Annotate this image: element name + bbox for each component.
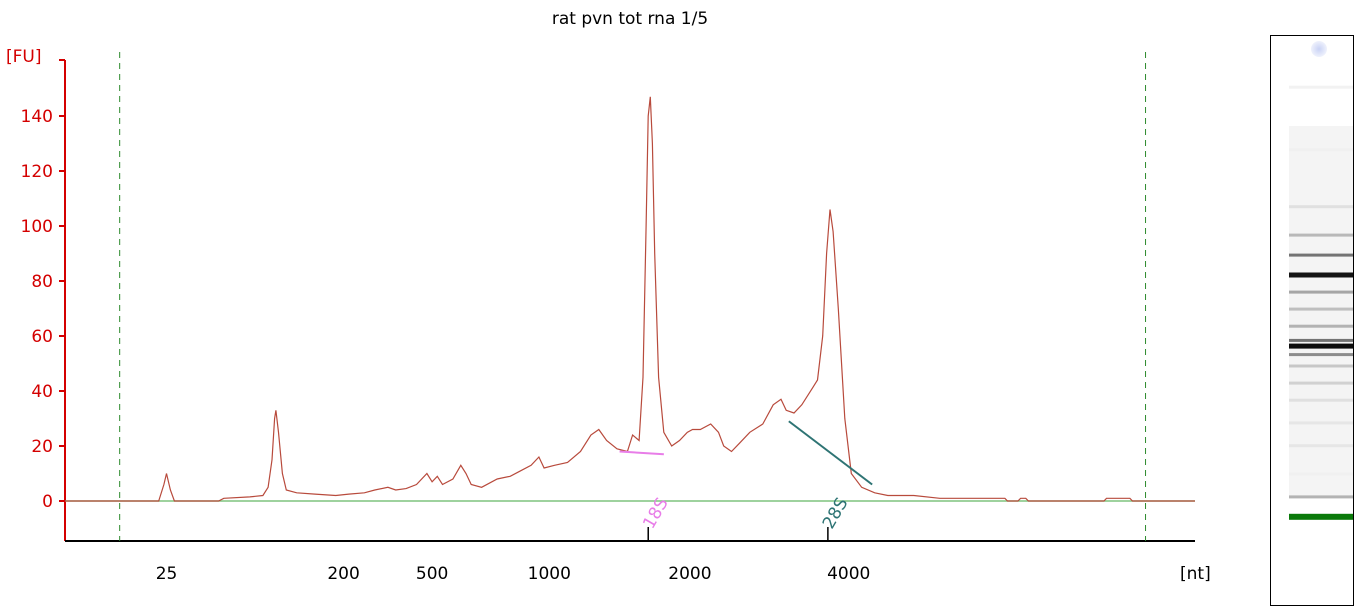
gel-band <box>1289 338 1353 342</box>
gel-band <box>1289 472 1353 476</box>
y-tick-label: 20 <box>31 437 53 457</box>
series-trace <box>65 96 1195 502</box>
gel-lane <box>1270 35 1354 606</box>
x-tick-label: 2000 <box>668 564 711 584</box>
peak-baseline-28s <box>788 420 873 486</box>
x-tick-label: 25 <box>156 564 178 584</box>
y-tick-label: 80 <box>31 272 53 292</box>
gel-smear <box>1289 126 1353 496</box>
y-tick-label: 140 <box>21 107 53 127</box>
y-axis-label: [FU] <box>6 47 42 67</box>
y-tick-label: 60 <box>31 327 53 347</box>
gel-band <box>1289 364 1353 368</box>
plot-area: 18S 28S <box>65 52 1195 541</box>
x-tick-label: 500 <box>416 564 448 584</box>
electropherogram-chart: rat pvn tot rna 1/5 0 20 40 60 80 100 120 140 25… <box>6 9 1211 584</box>
gel-marker-band <box>1289 513 1353 520</box>
y-tick-label: 120 <box>21 162 53 182</box>
gel-band <box>1289 381 1353 385</box>
gel-band <box>1289 444 1353 448</box>
gel-well <box>1311 41 1327 57</box>
gel-band <box>1289 307 1353 311</box>
gel-band <box>1289 324 1353 328</box>
gel-band <box>1289 233 1353 237</box>
gel-band <box>1289 148 1353 152</box>
gel-band <box>1289 398 1353 402</box>
peak-label-18s: 18S <box>639 494 673 532</box>
gel-image <box>1289 41 1353 520</box>
gel-band <box>1289 290 1353 294</box>
peak-baseline-18s <box>619 450 664 456</box>
gel-band <box>1289 85 1353 89</box>
chart-title: rat pvn tot rna 1/5 <box>552 9 708 29</box>
x-tick-label: 4000 <box>827 564 870 584</box>
y-tick-label: 0 <box>42 492 53 512</box>
gel-band <box>1289 353 1353 357</box>
gel-band <box>1289 343 1353 349</box>
y-tick-label: 100 <box>21 217 53 237</box>
x-tick-label: 200 <box>327 564 359 584</box>
gel-band <box>1289 253 1353 257</box>
x-axis-label: [nt] <box>1180 564 1211 584</box>
y-tick-label: 40 <box>31 382 53 402</box>
gel-band <box>1289 205 1353 209</box>
x-tick-label: 1000 <box>528 564 571 584</box>
axes: 0 20 40 60 80 100 120 140 25 200 500 1000 2000 4000 <box>21 59 1195 584</box>
peak-label-28s: 28S <box>819 494 853 532</box>
gel-band <box>1289 421 1353 425</box>
gel-band <box>1289 495 1353 499</box>
gel-band <box>1289 272 1353 278</box>
